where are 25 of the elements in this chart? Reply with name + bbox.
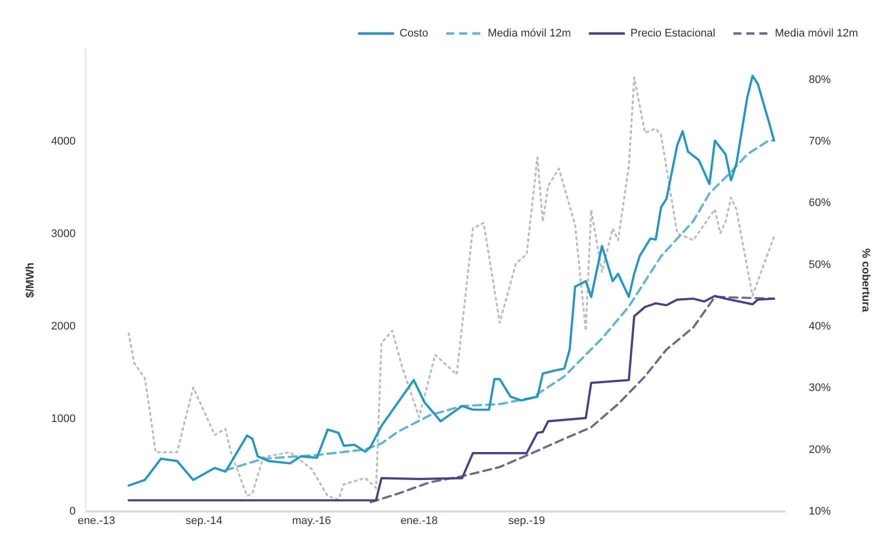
- y-tick-label: 2000: [51, 320, 76, 332]
- line-series: [224, 139, 776, 472]
- y-tick-label: 1000: [51, 412, 76, 425]
- x-tick-label: ene.-13: [78, 515, 116, 528]
- y2-tick-label: 30%: [808, 382, 832, 394]
- y2-tick-label: 60%: [808, 197, 832, 210]
- legend-label: Precio Estacional: [630, 28, 716, 40]
- x-tick-label: sep.-14: [186, 515, 222, 528]
- y-tick-label: 4000: [51, 136, 76, 148]
- y2-axis-title: % cobertura: [859, 248, 872, 313]
- y2-tick-label: 80%: [808, 74, 832, 86]
- y-tick-label: 3000: [51, 228, 76, 240]
- legend-label: Costo: [400, 28, 428, 40]
- legend-label: Media móvil 12m: [774, 28, 858, 40]
- y-tick-label: 0: [70, 505, 76, 518]
- y2-tick-label: 20%: [808, 444, 832, 456]
- legend-label: Media móvil 12m: [488, 28, 571, 40]
- x-tick-label: sep.-19: [508, 515, 545, 528]
- y2-tick-label: 10%: [808, 505, 832, 518]
- y-axis-title: $/MWh: [24, 262, 37, 298]
- y2-tick-label: 50%: [808, 258, 832, 271]
- x-tick-label: ene.-18: [400, 515, 438, 528]
- y2-tick-label: 40%: [808, 320, 832, 332]
- y2-tick-label: 70%: [808, 136, 832, 148]
- x-tick-label: may.-16: [292, 515, 331, 528]
